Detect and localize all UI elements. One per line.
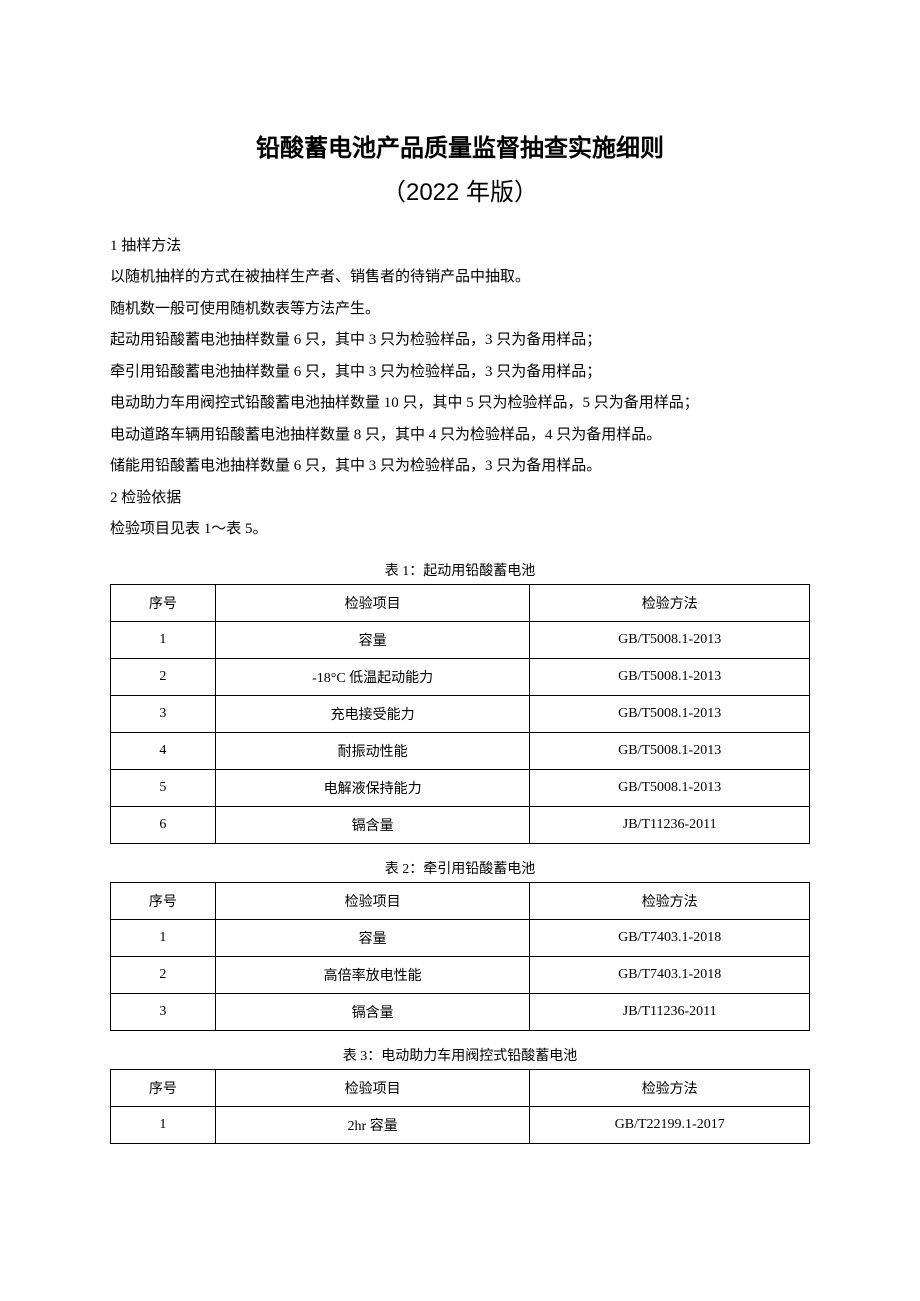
body-paragraph: 以随机抽样的方式在被抽样生产者、销售者的待销产品中抽取。 [110, 262, 810, 294]
cell-method: GB/T5008.1-2013 [530, 695, 810, 732]
cell-seq: 3 [111, 993, 216, 1030]
cell-method: JB/T11236-2011 [530, 806, 810, 843]
table-row: 1 2hr 容量 GB/T22199.1-2017 [111, 1106, 810, 1143]
cell-method: GB/T5008.1-2013 [530, 658, 810, 695]
table-row: 3 镉含量 JB/T11236-2011 [111, 993, 810, 1030]
cell-seq: 2 [111, 956, 216, 993]
body-paragraph: 起动用铅酸蓄电池抽样数量 6 只，其中 3 只为检验样品，3 只为备用样品； [110, 325, 810, 357]
table-1-caption: 表 1：起动用铅酸蓄电池 [110, 560, 810, 580]
table-row: 2 -18°C 低温起动能力 GB/T5008.1-2013 [111, 658, 810, 695]
body-paragraph: 电动助力车用阀控式铅酸蓄电池抽样数量 10 只，其中 5 只为检验样品，5 只为… [110, 388, 810, 420]
cell-item: 耐振动性能 [215, 732, 530, 769]
cell-method: GB/T5008.1-2013 [530, 732, 810, 769]
cell-seq: 5 [111, 769, 216, 806]
cell-seq: 1 [111, 919, 216, 956]
document-subtitle: （2022 年版） [110, 174, 810, 212]
document-title: 铅酸蓄电池产品质量监督抽查实施细则 [110, 130, 810, 168]
cell-seq: 4 [111, 732, 216, 769]
header-method: 检验方法 [530, 1069, 810, 1106]
cell-item: 高倍率放电性能 [215, 956, 530, 993]
section-2-body: 检验项目见表 1～表 5。 [110, 514, 810, 546]
cell-item: 电解液保持能力 [215, 769, 530, 806]
header-item: 检验项目 [215, 882, 530, 919]
header-seq: 序号 [111, 584, 216, 621]
header-seq: 序号 [111, 882, 216, 919]
cell-item: 2hr 容量 [215, 1106, 530, 1143]
table-row: 4 耐振动性能 GB/T5008.1-2013 [111, 732, 810, 769]
cell-method: GB/T5008.1-2013 [530, 769, 810, 806]
body-paragraph: 储能用铅酸蓄电池抽样数量 6 只，其中 3 只为检验样品，3 只为备用样品。 [110, 451, 810, 483]
section-2-heading: 2 检验依据 [110, 483, 810, 515]
cell-seq: 2 [111, 658, 216, 695]
body-paragraph: 电动道路车辆用铅酸蓄电池抽样数量 8 只，其中 4 只为检验样品，4 只为备用样… [110, 420, 810, 452]
table-row: 1 容量 GB/T5008.1-2013 [111, 621, 810, 658]
table-row: 3 充电接受能力 GB/T5008.1-2013 [111, 695, 810, 732]
cell-method: JB/T11236-2011 [530, 993, 810, 1030]
table-row: 2 高倍率放电性能 GB/T7403.1-2018 [111, 956, 810, 993]
cell-method: GB/T5008.1-2013 [530, 621, 810, 658]
table-row: 6 镉含量 JB/T11236-2011 [111, 806, 810, 843]
cell-item: 容量 [215, 919, 530, 956]
cell-item: 镉含量 [215, 993, 530, 1030]
table-3: 序号 检验项目 检验方法 1 2hr 容量 GB/T22199.1-2017 [110, 1069, 810, 1144]
cell-item: 充电接受能力 [215, 695, 530, 732]
cell-seq: 3 [111, 695, 216, 732]
header-item: 检验项目 [215, 1069, 530, 1106]
table-2-caption: 表 2：牵引用铅酸蓄电池 [110, 858, 810, 878]
cell-seq: 6 [111, 806, 216, 843]
header-seq: 序号 [111, 1069, 216, 1106]
table-header-row: 序号 检验项目 检验方法 [111, 1069, 810, 1106]
cell-item: -18°C 低温起动能力 [215, 658, 530, 695]
section-1-heading: 1 抽样方法 [110, 231, 810, 263]
header-method: 检验方法 [530, 584, 810, 621]
cell-item: 镉含量 [215, 806, 530, 843]
table-header-row: 序号 检验项目 检验方法 [111, 882, 810, 919]
cell-seq: 1 [111, 621, 216, 658]
cell-method: GB/T22199.1-2017 [530, 1106, 810, 1143]
document-page: 铅酸蓄电池产品质量监督抽查实施细则 （2022 年版） 1 抽样方法 以随机抽样… [0, 0, 920, 1301]
cell-method: GB/T7403.1-2018 [530, 919, 810, 956]
body-paragraph: 牵引用铅酸蓄电池抽样数量 6 只，其中 3 只为检验样品，3 只为备用样品； [110, 357, 810, 389]
cell-item: 容量 [215, 621, 530, 658]
cell-method: GB/T7403.1-2018 [530, 956, 810, 993]
table-1: 序号 检验项目 检验方法 1 容量 GB/T5008.1-2013 2 -18°… [110, 584, 810, 844]
header-item: 检验项目 [215, 584, 530, 621]
cell-seq: 1 [111, 1106, 216, 1143]
table-row: 5 电解液保持能力 GB/T5008.1-2013 [111, 769, 810, 806]
body-paragraph: 随机数一般可使用随机数表等方法产生。 [110, 294, 810, 326]
table-header-row: 序号 检验项目 检验方法 [111, 584, 810, 621]
header-method: 检验方法 [530, 882, 810, 919]
table-row: 1 容量 GB/T7403.1-2018 [111, 919, 810, 956]
table-2: 序号 检验项目 检验方法 1 容量 GB/T7403.1-2018 2 高倍率放… [110, 882, 810, 1031]
table-3-caption: 表 3：电动助力车用阀控式铅酸蓄电池 [110, 1045, 810, 1065]
